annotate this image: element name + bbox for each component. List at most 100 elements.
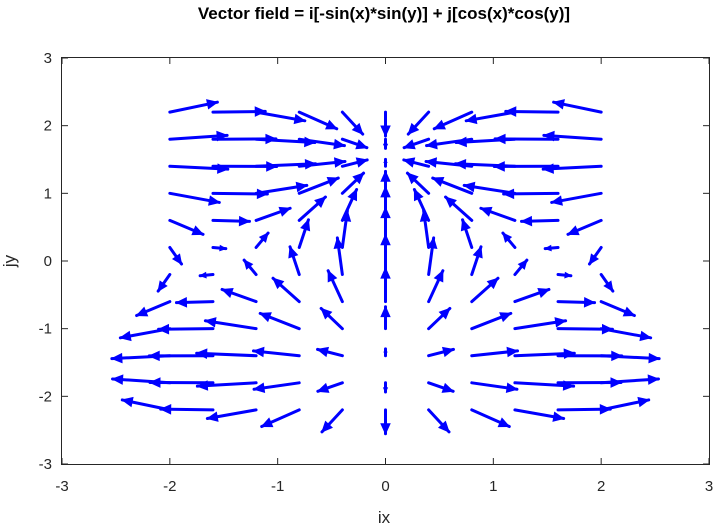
quiver-arrow-head — [583, 297, 596, 308]
quiver-arrow-head — [438, 420, 450, 433]
quiver-arrow — [195, 348, 258, 359]
quiver-arrow-head — [259, 312, 272, 323]
quiver-arrow-head — [426, 236, 438, 250]
quiver-arrow-head — [502, 188, 515, 200]
x-tick-label: 1 — [489, 478, 497, 495]
quiver-arrow — [254, 206, 292, 222]
quiver-arrow — [542, 130, 603, 142]
x-axis-label: ix — [378, 508, 391, 527]
quiver-arrow-head — [380, 305, 391, 318]
quiver-arrow-head — [497, 417, 511, 428]
quiver-arrow-head — [148, 350, 160, 362]
quiver-arrow — [260, 408, 301, 429]
quiver-arrow-head — [347, 188, 358, 202]
quiver-arrow-head — [382, 143, 389, 150]
quiver-arrow — [156, 273, 172, 293]
quiver-arrow — [340, 137, 369, 150]
quiver-arrow-head — [351, 122, 364, 136]
y-tick-label: 2 — [44, 118, 52, 135]
quiver-arrow-head — [407, 122, 420, 136]
quiver-arrow — [550, 191, 603, 206]
chart-title: Vector field = i[-sin(x)*sin(y)] + j[cos… — [198, 4, 570, 23]
y-tick-label: 0 — [44, 253, 52, 270]
quiver-arrow — [297, 137, 346, 150]
quiver-arrow-head — [327, 269, 338, 283]
quiver-arrow — [297, 176, 340, 195]
quiver-arrow — [501, 231, 517, 249]
quiver-arrow — [464, 110, 517, 125]
quiver-arrow — [541, 163, 603, 174]
quiver-arrow-head — [380, 125, 391, 138]
quiver-arrow-head — [288, 245, 299, 259]
quiver-arrow — [326, 269, 344, 304]
quiver-arrow-head — [438, 307, 451, 320]
quiver-arrow-head — [135, 306, 149, 317]
quiver-arrow-head — [196, 380, 209, 391]
quiver-arrow — [220, 287, 258, 304]
quiver-arrow — [599, 327, 653, 342]
quiver-arrow — [380, 169, 391, 195]
x-tick-label: -3 — [55, 478, 68, 495]
quiver-arrow — [470, 346, 520, 358]
quiver-arrow-head — [486, 277, 499, 290]
quiver-arrow-head — [550, 195, 563, 206]
quiver-arrow — [470, 276, 500, 304]
quiver-arrow-head — [493, 133, 506, 145]
quiver-arrow-head — [441, 382, 455, 393]
quiver-arrow-head — [326, 176, 340, 187]
quiver-arrow — [427, 269, 445, 304]
quiver-arrow — [320, 408, 344, 434]
quiver-arrow — [380, 110, 391, 138]
quiver-arrow — [462, 181, 517, 195]
quiver-arrow-head — [159, 404, 172, 415]
y-tick-label: 3 — [44, 50, 52, 67]
quiver-arrow — [599, 396, 651, 412]
quiver-arrow-head — [220, 288, 234, 298]
quiver-arrow — [543, 244, 560, 252]
quiver-arrow-head — [195, 348, 208, 359]
quiver-arrow — [168, 191, 221, 206]
quiver-arrow-head — [295, 181, 309, 193]
quiver-arrow — [254, 110, 307, 125]
quiver-arrow-head — [320, 307, 333, 320]
quiver-arrow-head — [300, 218, 311, 232]
quiver-arrow — [427, 346, 455, 358]
quiver-arrow-head — [541, 163, 554, 174]
quiver-arrow — [340, 157, 369, 168]
quiver-arrow — [252, 381, 301, 393]
quiver-arrow-head — [383, 347, 388, 353]
quiver-arrow — [380, 305, 391, 331]
quiver-arrow-head — [278, 206, 292, 217]
quiver-arrow-head — [648, 352, 661, 364]
quiver-arrow-head — [333, 236, 345, 250]
quiver-arrow-head — [252, 382, 266, 393]
quiver-arrow-head — [402, 139, 416, 150]
quiver-arrow-head — [543, 244, 552, 252]
quiver-arrow-head — [464, 113, 478, 125]
quiver-arrow-head — [208, 195, 221, 206]
quiver-arrow — [297, 195, 327, 222]
quiver-arrow-head — [121, 396, 134, 408]
quiver-arrow — [432, 110, 474, 131]
quiver-arrow — [288, 245, 301, 277]
quiver-arrow-head — [380, 423, 391, 435]
y-tick-label: -2 — [39, 388, 52, 405]
quiver-arrow — [382, 381, 389, 394]
quiver-arrow-head — [252, 346, 265, 358]
quiver-arrow-head — [647, 374, 660, 385]
quiver-arrow — [599, 374, 660, 385]
quiver-arrow-head — [493, 161, 505, 172]
quiver-arrow-head — [564, 271, 573, 279]
quiver-arrow-head — [537, 288, 551, 298]
quiver-arrow — [380, 408, 391, 436]
quiver-arrow-head — [293, 113, 307, 125]
quiver-arrow-head — [272, 277, 285, 290]
quiver-arrow-head — [355, 157, 369, 168]
quiver-arrow — [599, 300, 636, 318]
quiver-arrow — [402, 137, 431, 150]
quiver-arrow-head — [566, 225, 580, 236]
quiver-arrow — [297, 157, 347, 168]
quiver-arrow-head — [148, 377, 161, 388]
quiver-arrow-head — [380, 170, 391, 182]
